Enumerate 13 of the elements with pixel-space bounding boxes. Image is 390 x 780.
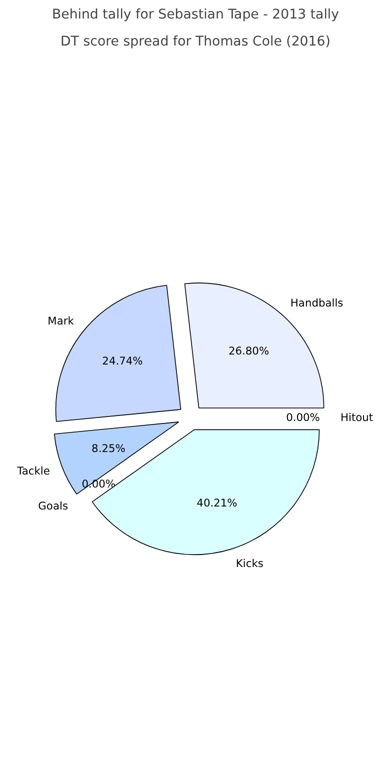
data-label: 40.21% xyxy=(196,496,238,510)
slice-label: Kicks xyxy=(236,557,264,570)
slice-label: Handballs xyxy=(290,296,344,310)
data-label: 24.74% xyxy=(102,354,143,368)
text: 0.00% xyxy=(286,411,320,424)
slice-label: Mark xyxy=(48,314,75,328)
category-label: Hitout xyxy=(340,411,374,424)
chart-subtitle: DT score spread for Thomas Cole (2016) xyxy=(60,34,330,50)
slice-label: Tackle xyxy=(16,464,50,478)
category-label: Goals xyxy=(38,500,68,513)
data-label: 8.25% xyxy=(92,442,126,456)
chart-title: Behind tally for Sebastian Tape - 2013 tally xyxy=(52,8,340,22)
data-label: 26.80% xyxy=(228,344,270,358)
